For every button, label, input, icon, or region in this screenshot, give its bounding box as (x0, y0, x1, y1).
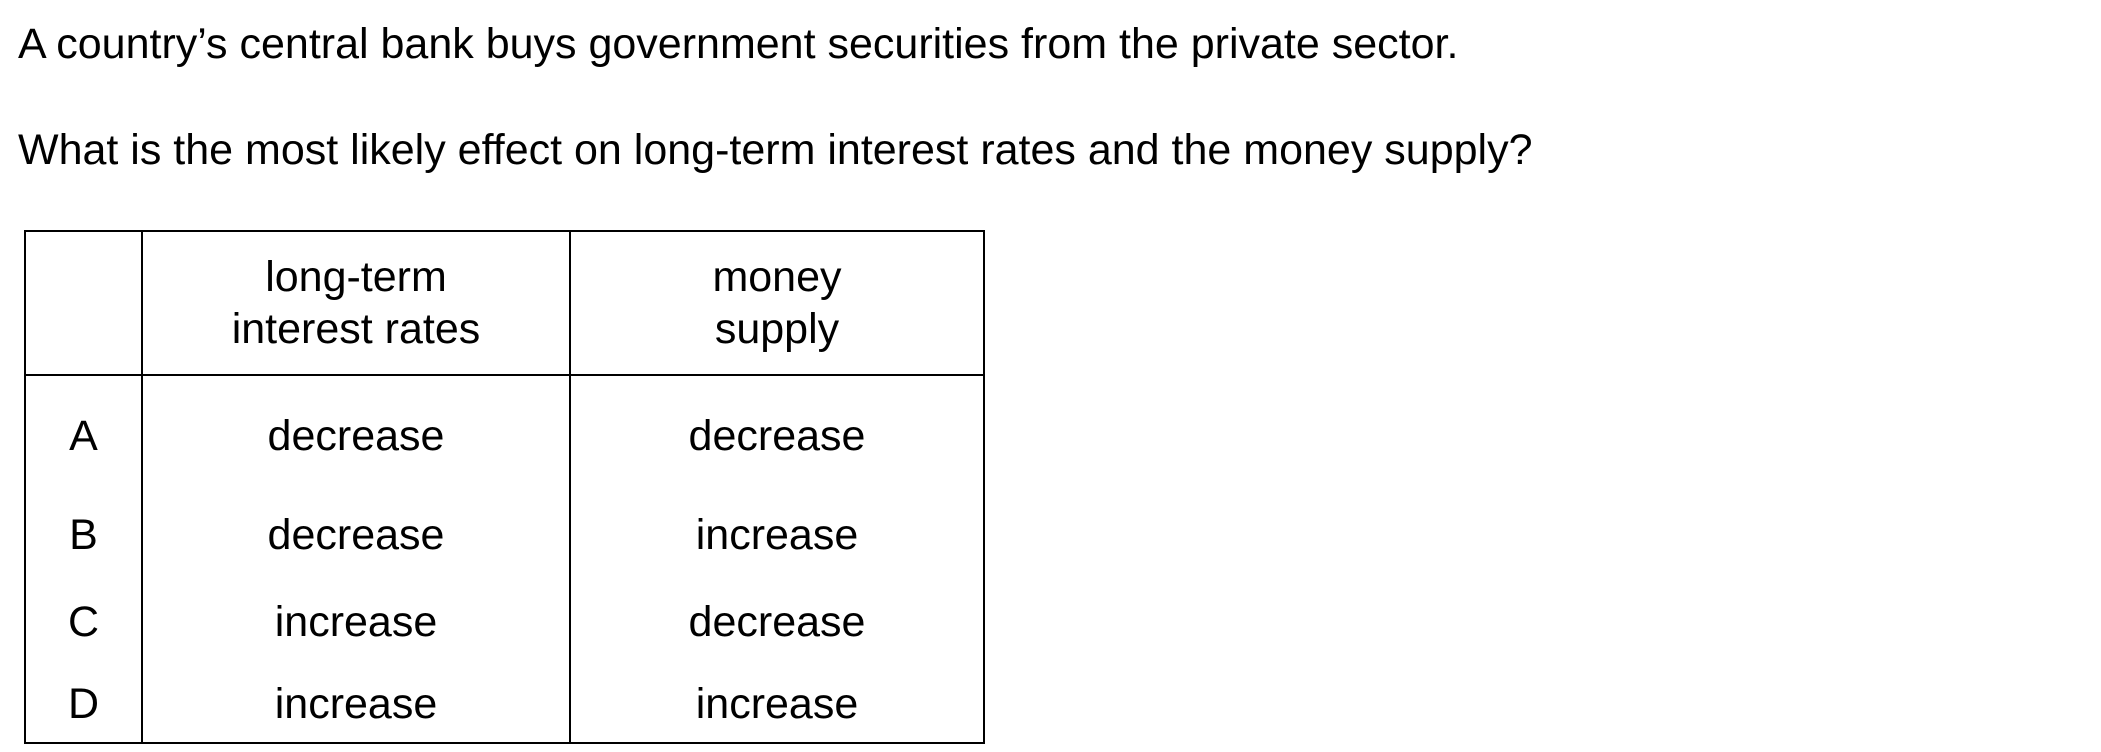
header-rates-line-2: interest rates (231, 305, 481, 353)
option-row-d[interactable]: D increase increase (24, 666, 985, 744)
option-money-value: decrease (569, 579, 985, 666)
option-money-value: decrease (569, 375, 985, 492)
option-letter: A (24, 375, 143, 492)
option-row-c[interactable]: C increase decrease (24, 579, 985, 666)
option-money-value: increase (569, 492, 985, 579)
header-long-term-interest-rates: long-term interest rates (141, 230, 571, 376)
header-blank-cell (24, 230, 143, 376)
option-rates-value: decrease (141, 492, 571, 579)
header-rates-line-1: long-term (265, 253, 447, 301)
option-rates-value: increase (141, 666, 571, 744)
table-header-row: long-term interest rates money supply (24, 230, 985, 376)
option-letter: D (24, 666, 143, 744)
question-stem: A country’s central bank buys government… (18, 20, 1459, 68)
option-letter: B (24, 492, 143, 579)
question-prompt: What is the most likely effect on long-t… (18, 126, 1533, 174)
answer-options-table: long-term interest rates money supply A … (24, 230, 985, 744)
header-money-line-2: supply (714, 305, 840, 353)
header-money-line-1: money (712, 253, 842, 301)
option-letter: C (24, 579, 143, 666)
option-rates-value: decrease (141, 375, 571, 492)
header-money-supply: money supply (569, 230, 985, 376)
option-money-value: increase (569, 666, 985, 744)
option-row-a[interactable]: A decrease decrease (24, 375, 985, 492)
option-row-b[interactable]: B decrease increase (24, 492, 985, 579)
option-rates-value: increase (141, 579, 571, 666)
